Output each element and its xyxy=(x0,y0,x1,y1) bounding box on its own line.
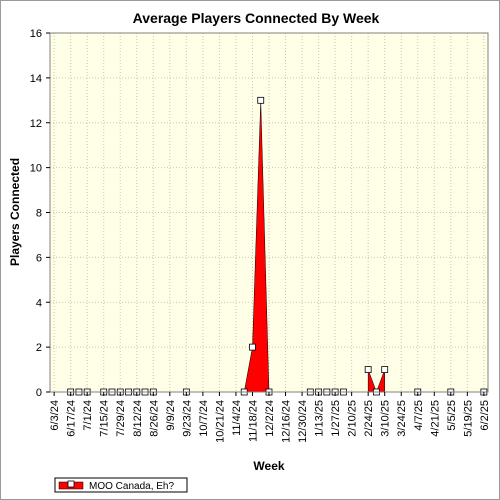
data-point xyxy=(364,366,372,373)
y-tick-label: 0 xyxy=(36,387,42,399)
data-point xyxy=(257,96,265,104)
x-tick-label: 12/30/24 xyxy=(297,400,309,443)
x-tick-label: 12/16/24 xyxy=(281,400,293,443)
y-tick-label: 6 xyxy=(36,252,42,264)
y-ticks: 0 2 4 6 8 10 12 14 16 xyxy=(30,28,50,399)
legend-box xyxy=(54,477,188,493)
x-axis-title: Week xyxy=(253,459,284,473)
y-axis-title: Players Connected xyxy=(8,158,22,266)
y-tick-label: 14 xyxy=(30,73,42,85)
data-point xyxy=(381,366,389,373)
y-tick-label: 4 xyxy=(36,297,42,309)
x-tick-label: 7/29/24 xyxy=(115,400,127,437)
legend: MOO Canada, Eh? xyxy=(54,477,188,493)
x-tick-label: 3/24/25 xyxy=(396,400,408,437)
legend-label: MOO Canada, Eh? xyxy=(89,481,174,492)
x-tick-label: 3/10/25 xyxy=(380,400,392,437)
x-tick-label: 4/21/25 xyxy=(429,400,441,437)
x-ticks: 6/3/24 6/17/24 7/1/24 7/15/24 7/29/24 8/12/24… xyxy=(49,392,491,443)
y-tick-label: 8 xyxy=(36,208,42,220)
chart-title: Average Players Connected By Week xyxy=(133,10,380,26)
y-tick-label: 16 xyxy=(30,28,42,40)
x-tick-label: 6/2/25 xyxy=(479,400,491,431)
x-tick-label: 5/19/25 xyxy=(462,400,474,437)
x-tick-label: 11/4/24 xyxy=(231,400,243,436)
x-tick-label: 1/13/25 xyxy=(314,400,326,437)
x-tick-label: 11/18/24 xyxy=(247,400,259,442)
x-tick-label: 10/7/24 xyxy=(198,400,210,437)
x-tick-label: 8/12/24 xyxy=(132,400,144,437)
y-tick-label: 10 xyxy=(30,163,42,175)
x-tick-label: 4/7/25 xyxy=(413,400,425,431)
x-tick-label: 8/26/24 xyxy=(148,400,160,437)
y-tick-label: 12 xyxy=(30,118,42,130)
x-tick-label: 6/3/24 xyxy=(49,400,61,431)
x-tick-label: 5/5/25 xyxy=(446,400,458,431)
x-tick-label: 2/10/25 xyxy=(347,400,359,437)
x-tick-label: 9/9/24 xyxy=(165,400,177,431)
x-tick-label: 2/24/25 xyxy=(363,400,375,437)
x-tick-label: 1/27/25 xyxy=(330,400,342,437)
x-tick-label: 6/17/24 xyxy=(66,400,78,437)
legend-marker xyxy=(67,480,75,488)
y-tick-label: 2 xyxy=(36,342,42,354)
x-tick-label: 9/23/24 xyxy=(181,400,193,437)
x-tick-label: 10/21/24 xyxy=(214,400,226,443)
data-point xyxy=(249,343,256,351)
x-tick-label: 7/15/24 xyxy=(99,400,111,437)
x-tick-label: 7/1/24 xyxy=(82,400,94,431)
x-tick-label: 12/2/24 xyxy=(264,400,276,437)
